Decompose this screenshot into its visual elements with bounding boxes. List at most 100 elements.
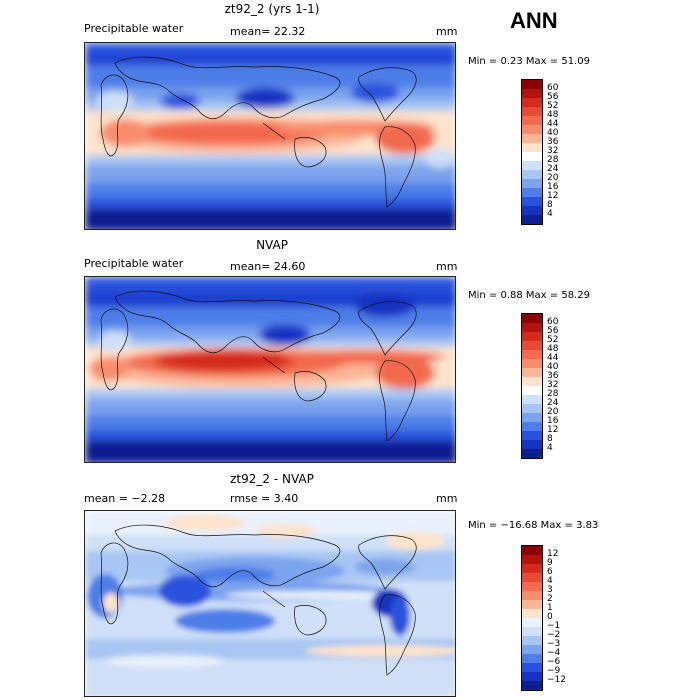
colorbar-segment — [522, 564, 542, 573]
colorbar-tick-label: 6 — [547, 566, 553, 577]
colorbar-segment — [522, 116, 542, 125]
colorbar-tick-label: 36 — [547, 370, 559, 381]
colorbar-tick-label: 24 — [547, 163, 559, 174]
colorbar-tick-label: 3 — [547, 584, 553, 595]
colorbar-segment — [522, 125, 542, 134]
colorbar-segment — [522, 663, 542, 672]
colorbar — [521, 79, 543, 225]
colorbar-tick-label: 2 — [547, 593, 553, 604]
colorbar-segment — [522, 654, 542, 663]
colorbar-tick-label: 4 — [547, 575, 553, 586]
colorbar-segment — [522, 422, 542, 431]
colorbar-segment — [522, 681, 542, 690]
colorbar-segment — [522, 440, 542, 449]
colorbar-tick-label: 9 — [547, 557, 553, 568]
map-model — [84, 42, 456, 230]
season-label: ANN — [510, 8, 558, 33]
colorbar-tick-label: 24 — [547, 397, 559, 408]
colorbar-segment — [522, 600, 542, 609]
colorbar-tick-label: −2 — [547, 629, 561, 640]
colorbar-tick-label: −3 — [547, 638, 561, 649]
colorbar-segment — [522, 80, 542, 89]
units-label: mm — [436, 260, 458, 273]
units-label: mm — [436, 492, 458, 505]
mean-label: mean= 24.60 — [230, 260, 306, 273]
colorbar-tick-label: −9 — [547, 665, 561, 676]
colorbar-segment — [522, 449, 542, 458]
colorbar — [521, 313, 543, 459]
panel-title: NVAP — [256, 238, 288, 252]
colorbar-segment — [522, 314, 542, 323]
units-label: mm — [436, 25, 458, 38]
panel-title: zt92_2 - NVAP — [230, 472, 314, 486]
colorbar-segment — [522, 395, 542, 404]
mean-label: mean= 22.32 — [230, 25, 306, 38]
colorbar-tick-label: 12 — [547, 190, 559, 201]
colorbar-tick-label: 12 — [547, 548, 559, 559]
colorbar-tick-label: 20 — [547, 172, 559, 183]
colorbar-tick-label: 44 — [547, 352, 559, 363]
colorbar-segment — [522, 672, 542, 681]
colorbar-segment — [522, 107, 542, 116]
colorbar-segment — [522, 377, 542, 386]
colorbar-segment — [522, 368, 542, 377]
colorbar-segment — [522, 215, 542, 224]
colorbar-segment — [522, 134, 542, 143]
colorbar-segment — [522, 546, 542, 555]
colorbar-segment — [522, 582, 542, 591]
colorbar-segment — [522, 627, 542, 636]
colorbar-tick-label: 44 — [547, 118, 559, 129]
colorbar-tick-label: 52 — [547, 100, 559, 111]
colorbar-tick-label: −4 — [547, 647, 561, 658]
colorbar-tick-label: 48 — [547, 109, 559, 120]
mean-label: mean = −2.28 — [84, 492, 166, 505]
colorbar-tick-label: 1 — [547, 602, 553, 613]
colorbar-segment — [522, 591, 542, 600]
colorbar-segment — [522, 359, 542, 368]
colorbar-tick-label: 36 — [547, 136, 559, 147]
colorbar-segment — [522, 143, 542, 152]
colorbar-tick-label: 8 — [547, 199, 553, 210]
minmax-stats: Min = −16.68 Max = 3.83 — [468, 520, 599, 531]
colorbar-tick-label: 28 — [547, 388, 559, 399]
colorbar-tick-label: 16 — [547, 415, 559, 426]
colorbar-segment — [522, 618, 542, 627]
colorbar-segment — [522, 161, 542, 170]
colorbar — [521, 545, 543, 691]
colorbar-segment — [522, 323, 542, 332]
colorbar-segment — [522, 152, 542, 161]
colorbar-segment — [522, 98, 542, 107]
colorbar-tick-label: 0 — [547, 611, 553, 622]
colorbar-tick-label: 32 — [547, 145, 559, 156]
colorbar-segment — [522, 332, 542, 341]
colorbar-tick-label: 52 — [547, 334, 559, 345]
colorbar-tick-label: 16 — [547, 181, 559, 192]
colorbar-tick-label: 20 — [547, 406, 559, 417]
minmax-stats: Min = 0.88 Max = 58.29 — [468, 290, 590, 301]
colorbar-segment — [522, 89, 542, 98]
colorbar-tick-label: 32 — [547, 379, 559, 390]
colorbar-segment — [522, 645, 542, 654]
colorbar-tick-label: 40 — [547, 361, 559, 372]
variable-label: Precipitable water — [84, 257, 184, 270]
colorbar-tick-label: 60 — [547, 82, 559, 93]
colorbar-segment — [522, 431, 542, 440]
colorbar-segment — [522, 341, 542, 350]
colorbar-segment — [522, 206, 542, 215]
colorbar-tick-label: −6 — [547, 656, 561, 667]
map-observations — [84, 276, 456, 463]
variable-label: Precipitable water — [84, 22, 184, 35]
minmax-stats: Min = 0.23 Max = 51.09 — [468, 56, 590, 67]
rmse-label: rmse = 3.40 — [230, 492, 299, 505]
colorbar-tick-label: −12 — [547, 674, 566, 685]
colorbar-segment — [522, 573, 542, 582]
map-difference — [84, 510, 456, 697]
colorbar-tick-label: 56 — [547, 91, 559, 102]
colorbar-segment — [522, 197, 542, 206]
colorbar-tick-label: 28 — [547, 154, 559, 165]
colorbar-segment — [522, 170, 542, 179]
colorbar-segment — [522, 188, 542, 197]
colorbar-segment — [522, 609, 542, 618]
colorbar-segment — [522, 404, 542, 413]
colorbar-tick-label: 4 — [547, 208, 553, 219]
